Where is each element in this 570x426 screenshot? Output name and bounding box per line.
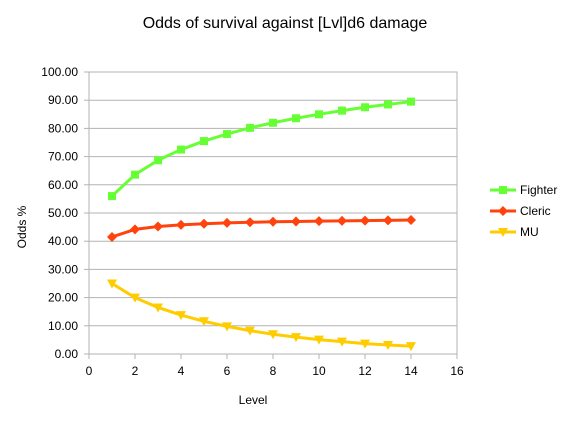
legend-marker	[499, 186, 507, 194]
data-point	[107, 279, 117, 289]
legend-label: Fighter	[520, 183, 557, 197]
x-tick-label: 10	[312, 364, 326, 378]
data-point	[360, 215, 370, 226]
data-point	[292, 114, 300, 123]
data-point	[222, 322, 232, 332]
data-point	[200, 137, 208, 146]
series-line	[111, 282, 412, 348]
x-tick-label: 16	[450, 364, 464, 378]
y-tick-label: 90.00	[48, 93, 78, 107]
data-point	[315, 110, 323, 119]
data-point	[314, 335, 324, 345]
x-axis-title: Level	[239, 393, 268, 407]
legend: Fighter Cleric MU	[490, 183, 557, 239]
legend-label: MU	[520, 225, 539, 239]
data-point	[199, 317, 209, 327]
y-tick-label: 40.00	[48, 234, 78, 248]
data-point	[176, 219, 186, 230]
data-point	[268, 216, 278, 227]
legend-label: Cleric	[520, 204, 551, 218]
data-point	[337, 215, 347, 226]
data-point	[361, 103, 369, 112]
data-point	[177, 145, 185, 154]
y-tick-label: 0.00	[55, 347, 79, 361]
data-point	[130, 224, 140, 235]
x-tick-label: 8	[270, 364, 277, 378]
series-cleric	[107, 215, 416, 242]
data-point	[407, 97, 415, 106]
data-point	[338, 106, 346, 115]
data-point	[176, 311, 186, 321]
data-point	[268, 330, 278, 340]
series-line	[110, 100, 412, 198]
data-point	[360, 339, 370, 349]
x-tick-label: 12	[358, 364, 372, 378]
series-fighter	[108, 97, 415, 201]
legend-marker	[498, 228, 508, 237]
legend-item-mu: MU	[490, 225, 539, 239]
x-tick-label: 2	[132, 364, 139, 378]
data-point	[406, 342, 416, 352]
grid-lines	[89, 71, 457, 355]
data-point	[406, 215, 416, 226]
y-tick-label: 60.00	[48, 178, 78, 192]
data-point	[222, 217, 232, 228]
axes	[84, 71, 458, 359]
tick-labels: 0.00 10.00 20.00 30.00 40.00 50.00 60.00 70.00 8…	[41, 65, 464, 378]
y-tick-label: 10.00	[48, 319, 78, 333]
data-point	[245, 217, 255, 228]
data-point	[269, 118, 277, 127]
legend-item-cleric: Cleric	[490, 204, 551, 218]
data-point	[131, 170, 139, 179]
series-mu	[107, 279, 416, 352]
data-point	[130, 293, 140, 303]
legend-item-fighter: Fighter	[490, 183, 557, 197]
y-tick-label: 30.00	[48, 262, 78, 276]
data-point	[223, 130, 231, 139]
data-point	[154, 156, 162, 165]
x-tick-label: 14	[404, 364, 418, 378]
data-point	[108, 192, 116, 201]
data-point	[314, 216, 324, 227]
data-point	[246, 123, 254, 132]
data-point	[383, 215, 393, 226]
x-tick-label: 4	[178, 364, 185, 378]
y-tick-label: 20.00	[48, 291, 78, 305]
y-tick-label: 70.00	[48, 150, 78, 164]
data-point	[153, 221, 163, 232]
data-point	[337, 337, 347, 347]
data-point	[384, 100, 392, 109]
chart-title: Odds of survival against [Lvl]d6 damage	[143, 15, 428, 32]
data-point	[153, 303, 163, 313]
y-tick-label: 50.00	[48, 206, 78, 220]
y-tick-label: 100.00	[41, 65, 78, 79]
x-tick-label: 6	[224, 364, 231, 378]
series-group	[107, 97, 416, 352]
y-axis-title: Odds %	[15, 205, 29, 248]
data-point	[245, 326, 255, 336]
data-point	[383, 340, 393, 350]
legend-marker	[498, 206, 508, 216]
y-tick-label: 80.00	[48, 121, 78, 135]
data-point	[291, 333, 301, 343]
data-point	[107, 231, 117, 242]
data-point	[291, 216, 301, 227]
x-tick-label: 0	[86, 364, 93, 378]
data-point	[199, 218, 209, 229]
